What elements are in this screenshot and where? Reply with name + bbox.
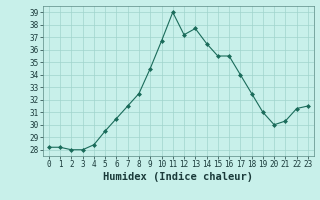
X-axis label: Humidex (Indice chaleur): Humidex (Indice chaleur) [103, 172, 253, 182]
